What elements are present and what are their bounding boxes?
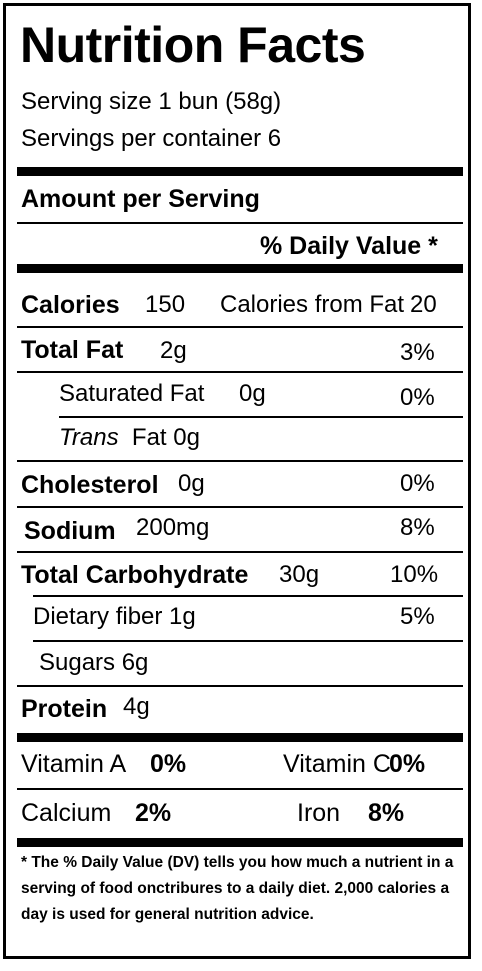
divider — [33, 640, 463, 642]
label-title: Nutrition Facts — [20, 17, 366, 73]
total-carbohydrate-label: Total Carbohydrate — [21, 561, 249, 589]
iron-value: 8% — [368, 799, 405, 827]
calcium-label: Calcium — [21, 799, 112, 827]
thick-divider — [17, 264, 463, 273]
calories-label: Calories — [21, 291, 120, 319]
dietary-fiber-label: Dietary fiber 1g — [33, 603, 196, 630]
vitamin-a-label: Vitamin A — [21, 750, 127, 778]
sodium-dv: 8% — [400, 514, 435, 541]
nutrition-label — [3, 3, 471, 959]
calories-from-fat-label: Calories from Fat — [220, 291, 405, 318]
calories-from-fat-value: 20 — [410, 291, 437, 318]
cholesterol-label: Cholesterol — [21, 471, 159, 499]
divider — [59, 416, 463, 418]
divider — [17, 506, 463, 508]
total-carbohydrate-amount: 30g — [279, 561, 320, 588]
vitamin-c-label: Vitamin C — [283, 750, 391, 778]
servings-per-container: Servings per container 6 — [21, 125, 282, 152]
total-carbohydrate-dv: 10% — [390, 561, 439, 588]
divider — [17, 685, 463, 687]
cholesterol-dv: 0% — [400, 470, 435, 497]
thick-divider — [17, 167, 463, 176]
divider — [17, 460, 463, 462]
divider — [33, 595, 463, 597]
divider — [17, 371, 463, 373]
dietary-fiber-dv: 5% — [400, 603, 435, 630]
vitamin-c-value: 0% — [389, 750, 426, 778]
protein-label: Protein — [21, 695, 108, 723]
vitamin-a-value: 0% — [150, 750, 187, 778]
calcium-value: 2% — [135, 799, 172, 827]
sugars-label: Sugars 6g — [39, 649, 149, 676]
saturated-fat-dv: 0% — [400, 384, 435, 411]
divider — [17, 788, 463, 790]
divider — [17, 222, 463, 224]
footnote: * The % Daily Value (DV) tells you how m… — [21, 854, 454, 923]
divider — [17, 326, 463, 328]
trans-fat-italic: Trans — [59, 424, 119, 451]
total-fat-dv: 3% — [400, 339, 435, 366]
saturated-fat-amount: 0g — [239, 380, 266, 407]
sodium-amount: 200mg — [136, 514, 210, 541]
amount-per-serving: Amount per Serving — [21, 185, 260, 213]
calories-value: 150 — [145, 291, 186, 318]
thick-divider — [17, 838, 463, 847]
saturated-fat-label: Saturated Fat — [59, 380, 205, 407]
trans-fat-row: Trans Fat 0g — [59, 426, 200, 450]
protein-amount: 4g — [123, 693, 150, 720]
divider — [17, 551, 463, 553]
sodium-label: Sodium — [24, 517, 116, 545]
trans-fat-rest: Fat 0g — [131, 424, 200, 451]
iron-label: Iron — [297, 799, 341, 827]
thick-divider — [17, 733, 463, 742]
total-fat-label: Total Fat — [21, 336, 124, 364]
serving-size: Serving size 1 bun (58g) — [21, 88, 282, 115]
cholesterol-amount: 0g — [178, 470, 205, 497]
total-fat-amount: 2g — [160, 337, 187, 364]
daily-value-header: % Daily Value * — [260, 232, 438, 260]
